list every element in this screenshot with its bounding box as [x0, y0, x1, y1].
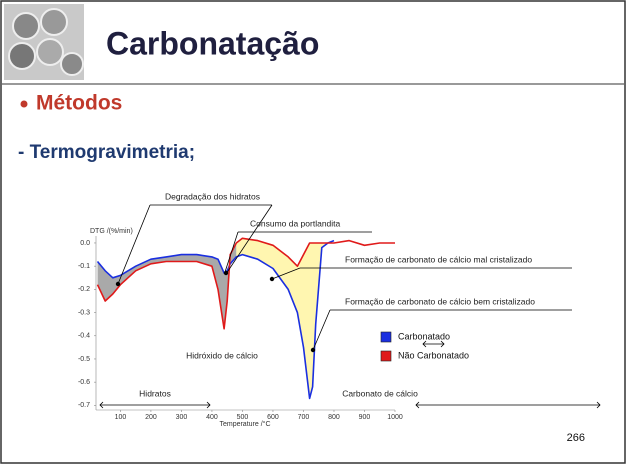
x-tick-label: 600: [267, 414, 279, 421]
x-tick-label: 500: [237, 414, 249, 421]
slide-title: Carbonatação: [106, 25, 319, 61]
y-tick-label: -0.1: [78, 263, 90, 270]
y-tick-label: -0.3: [78, 309, 90, 316]
plot: 0.0 -0.1 -0.2 -0.3 -0.4 -0.5 -0.6 -0.7 100 200 300…: [78, 236, 403, 421]
leader-line: [312, 309, 572, 351]
x-tick-label: 400: [206, 414, 218, 421]
annotation: Hidratos: [139, 388, 171, 398]
range-arrow: [422, 340, 445, 348]
range-arrow: [99, 401, 211, 409]
annotation: Consumo da portlandita: [250, 218, 341, 228]
x-tick-label: 900: [359, 414, 371, 421]
annotation-dot: [310, 347, 316, 353]
annotation-dot: [223, 270, 229, 276]
y-tick-label: -0.7: [78, 402, 90, 409]
annotation: Carbonato de cálcio: [342, 388, 418, 398]
range-arrow: [415, 401, 601, 409]
y-tick-label: 0.0: [80, 240, 90, 247]
annotation: Hidróxido de cálcio: [186, 350, 258, 360]
page-number: 266: [567, 432, 585, 444]
legend-label: Não Carbonatado: [398, 350, 469, 360]
y-tick-label: -0.5: [78, 356, 90, 363]
leader-line: [224, 231, 372, 273]
x-tick-label: 200: [145, 414, 157, 421]
y-tick-label: -0.6: [78, 379, 90, 386]
y-axis-label: DTG /(%/min): [90, 228, 133, 235]
subheading: - Termogravimetria;: [18, 142, 195, 163]
bullet-dot: [20, 100, 28, 108]
shade-hydrates: [97, 242, 237, 329]
y-tick-label: -0.4: [78, 333, 90, 340]
bullet-text: Métodos: [36, 92, 122, 115]
x-axis-label: Temperature /°C: [219, 420, 270, 428]
annotation: Formação de carbonato de cálcio bem cris…: [345, 296, 535, 306]
x-tick-label: 1000: [387, 414, 403, 421]
annotation-dot: [269, 276, 275, 282]
annotation-dot: [115, 281, 121, 287]
leader-line: [271, 267, 572, 280]
annotation: Formação de carbonato de cálcio mal cris…: [345, 254, 532, 264]
x-tick-label: 700: [298, 414, 310, 421]
legend-label: Carbonatado: [398, 331, 450, 341]
header-icon: [4, 4, 84, 80]
annotations: Degradação dos hidratos Consumo da portl…: [99, 191, 601, 409]
legend-swatch: [380, 350, 392, 362]
series-line: [96, 237, 395, 330]
legend: Carbonatado Não Carbonatado: [380, 331, 469, 362]
x-tick-label: 300: [176, 414, 188, 421]
y-tick-label: -0.2: [78, 286, 90, 293]
x-tick-label: 800: [328, 414, 340, 421]
annotation: Degradação dos hidratos: [165, 191, 260, 201]
x-tick-label: 100: [115, 414, 127, 421]
legend-swatch: [380, 331, 392, 343]
leader-line: [117, 204, 273, 285]
